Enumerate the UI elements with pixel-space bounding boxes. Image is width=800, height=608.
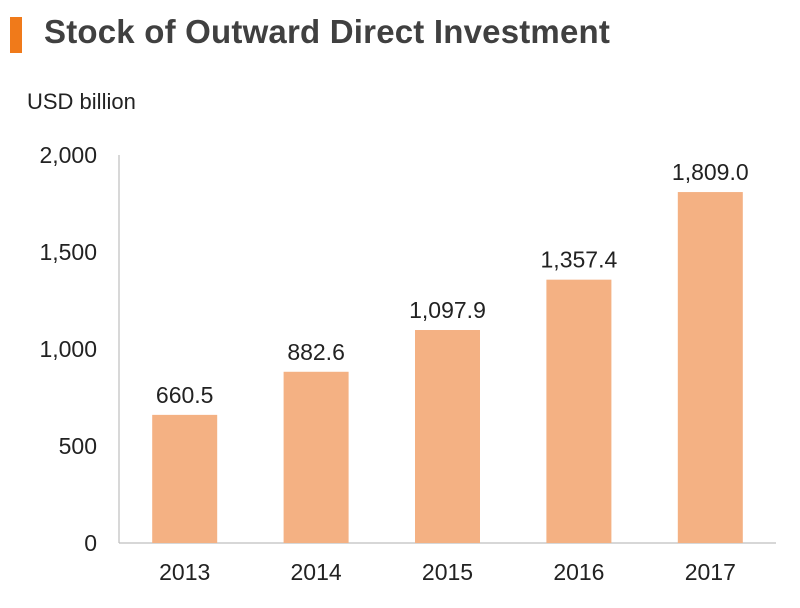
- data-label-2016: 1,357.4: [541, 247, 618, 273]
- x-tick-label-2017: 2017: [685, 559, 736, 585]
- data-label-2014: 882.6: [287, 339, 345, 365]
- chart-title: Stock of Outward Direct Investment: [44, 13, 611, 50]
- x-tick-label-2015: 2015: [422, 559, 473, 585]
- bar-2016: [546, 279, 612, 543]
- x-tick-label-2016: 2016: [553, 559, 604, 585]
- y-tick-label: 500: [59, 433, 97, 459]
- bar-2013: [152, 414, 218, 543]
- bar-2014: [283, 371, 349, 543]
- x-tick-label-2014: 2014: [291, 559, 342, 585]
- y-tick-label: 1,500: [39, 239, 97, 265]
- bar-2015: [415, 330, 480, 543]
- bar-2017: [677, 192, 743, 543]
- data-label-2015: 1,097.9: [409, 297, 486, 323]
- title-accent-bar: [10, 17, 22, 53]
- chart-labels: 0 500 1,000 1,500 2,000 660.5 2013 882.6 2014 1,0…: [39, 142, 748, 585]
- y-tick-label: 0: [84, 530, 97, 556]
- x-tick-label-2013: 2013: [159, 559, 210, 585]
- chart-bars: [152, 192, 743, 543]
- data-label-2013: 660.5: [156, 382, 214, 408]
- data-label-2017: 1,809.0: [672, 159, 749, 185]
- y-tick-label: 2,000: [39, 142, 97, 168]
- y-tick-label: 1,000: [39, 336, 97, 362]
- y-axis-unit-label: USD billion: [27, 89, 136, 114]
